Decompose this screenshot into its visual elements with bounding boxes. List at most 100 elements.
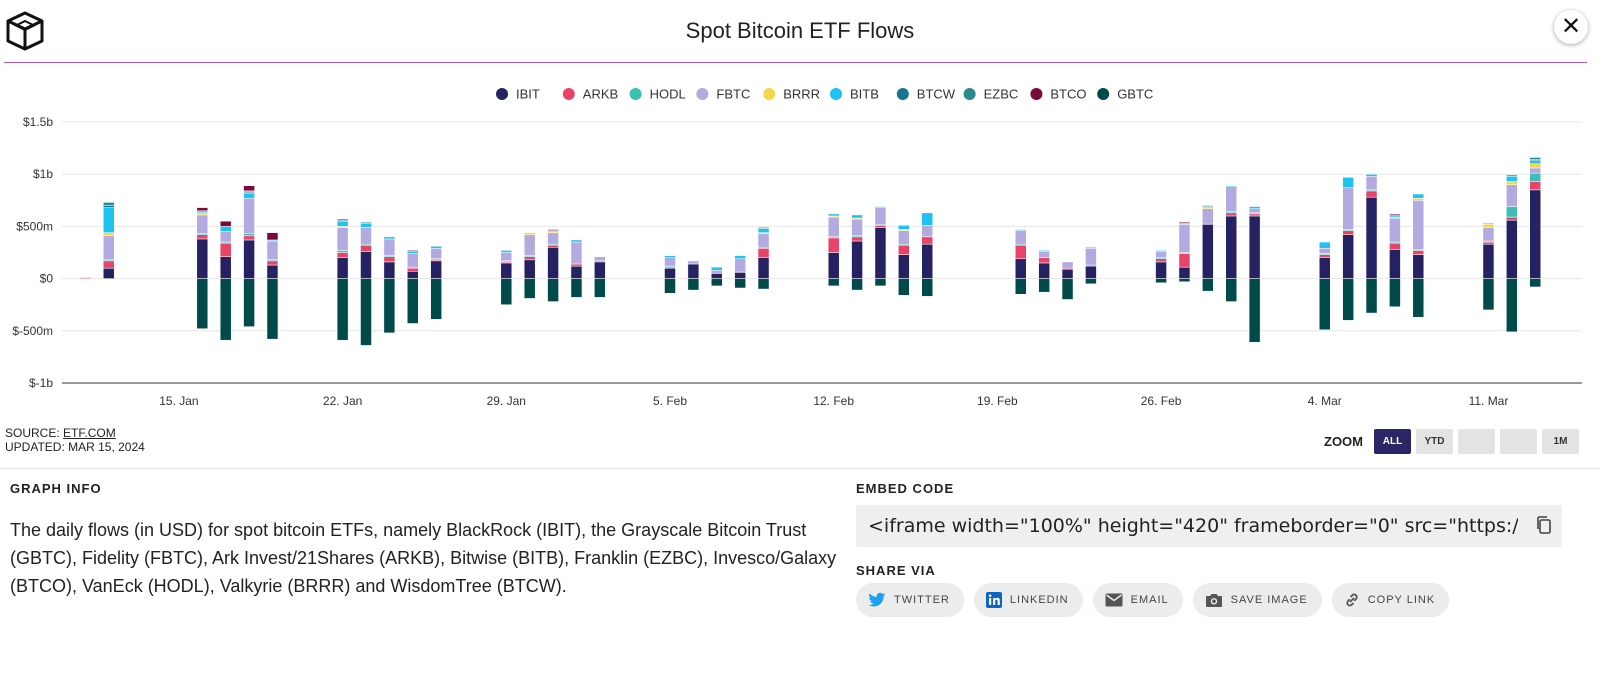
share-copy-link-button[interactable]: COPY LINK	[1331, 583, 1450, 617]
source-info: SOURCE: ETF.COM UPDATED: MAR 15, 2024	[5, 426, 145, 454]
bar-segment-gbtc	[1319, 278, 1331, 331]
bar-segment-bitb	[851, 214, 863, 219]
bar-segment-gbtc	[500, 278, 513, 305]
share-save-image-button[interactable]: SAVE IMAGE	[1192, 583, 1322, 617]
bar-segment-arkb	[336, 252, 349, 258]
bar-segment-gbtc	[921, 278, 933, 297]
bar-segment-ibit	[1319, 257, 1331, 279]
bar-segment-ibit	[1038, 262, 1050, 279]
bar-segment-bitb	[734, 255, 746, 260]
bar-segment-bitb	[711, 266, 723, 271]
section-divider	[0, 468, 1600, 469]
bar-segment-ezbc	[757, 227, 770, 229]
y-tick-label: $-500m	[12, 324, 53, 338]
bar-segment-ibit	[1482, 243, 1495, 279]
bar-segment-bitb	[1038, 250, 1050, 252]
zoom-blank-button-2[interactable]	[1500, 428, 1537, 454]
bar-segment-gbtc	[523, 278, 536, 299]
bar-segment-arkb	[1178, 253, 1191, 268]
bar-segment-ibit	[1085, 265, 1097, 279]
camera-icon	[1205, 594, 1222, 607]
legend-marker-hodl	[629, 88, 642, 100]
bar-segment-arkb	[1038, 257, 1050, 264]
linkedin-icon	[985, 592, 1002, 608]
legend-item-btco: BTCO	[1050, 87, 1086, 102]
bar-segment-arkb	[898, 244, 910, 255]
share-email-button[interactable]: EMAIL	[1092, 583, 1183, 617]
bar-segment-fbtc	[851, 218, 863, 237]
zoom-blank-button-1[interactable]	[1458, 428, 1495, 454]
bar-segment-gbtc	[196, 278, 209, 329]
bar-segment-ibit	[500, 262, 513, 279]
bar-segment-fbtc	[103, 235, 115, 261]
close-button[interactable]: ✕	[1554, 10, 1588, 44]
zoom-ytd-button[interactable]: YTD	[1416, 428, 1453, 454]
bar-segment-bitb	[219, 226, 232, 232]
bar-segment-gbtc	[1248, 278, 1261, 343]
bar-segment-bitb	[921, 212, 933, 226]
bar-segment-bitb	[336, 220, 349, 227]
embed-code-box[interactable]: <iframe width="100%" height="420" frameb…	[856, 505, 1562, 547]
bar-segment-fbtc	[1389, 217, 1401, 243]
bar-segment-fbtc	[594, 256, 606, 262]
bar-segment-ibit	[570, 265, 583, 279]
bar-segment-arkb	[1015, 244, 1027, 260]
bar-segment-brrr	[103, 232, 115, 237]
bar-segment-bitb	[1319, 241, 1331, 249]
share-twitter-button[interactable]: TWITTER	[856, 583, 964, 617]
bar-segment-arkb	[523, 256, 536, 261]
bar-segment-hodl	[336, 250, 349, 253]
bar-segment-ibit	[921, 243, 933, 279]
x-tick-label: 5. Feb	[653, 394, 687, 408]
zoom-all-button[interactable]: ALL	[1374, 428, 1411, 454]
bar-segment-arkb	[1482, 241, 1495, 245]
copy-icon[interactable]	[1534, 515, 1554, 535]
bar-segment-fbtc	[336, 227, 349, 251]
bar-segment-fbtc	[360, 227, 372, 245]
source-link[interactable]: ETF.COM	[63, 426, 116, 440]
page-title: Spot Bitcoin ETF Flows	[685, 18, 915, 43]
bar-segment-btco	[407, 250, 419, 252]
bar-segment-fbtc	[757, 233, 770, 248]
y-tick-label: $1.5b	[23, 115, 53, 129]
bar-segment-ibit	[1202, 224, 1214, 279]
bar-segment-fbtc	[523, 234, 536, 256]
bar-segment-fbtc	[1506, 184, 1518, 207]
twitter-icon	[868, 592, 886, 607]
bar-segment-gbtc	[1061, 278, 1074, 300]
bar-segment-gbtc	[430, 278, 442, 320]
share-save-image-label: SAVE IMAGE	[1230, 594, 1308, 606]
bar-segment-arkb	[921, 236, 933, 245]
bar-segment-btco	[1506, 174, 1518, 177]
bar-segment-bitb	[1248, 206, 1261, 209]
share-linkedin-button[interactable]: LINKEDIN	[973, 583, 1083, 617]
bar-segment-bitb	[430, 245, 442, 249]
bar-segment-fbtc	[921, 225, 933, 238]
share-email-label: EMAIL	[1130, 594, 1169, 606]
legend-item-ezbc: EZBC	[984, 87, 1019, 102]
bar-segment-bitb	[1225, 185, 1237, 187]
graph-info-text: The daily flows (in USD) for spot bitcoi…	[10, 520, 837, 596]
bar-segment-gbtc	[757, 278, 770, 290]
header-divider	[4, 62, 1587, 63]
bar-segment-ibit	[1248, 215, 1261, 279]
bar-segment-arkb	[1248, 213, 1261, 217]
bar-segment-arkb	[1342, 230, 1354, 236]
share-via-heading: SHARE VIA	[856, 563, 936, 578]
bar-segment-fbtc	[734, 258, 746, 272]
close-icon[interactable]: ✕	[1560, 13, 1582, 40]
embed-code-text[interactable]: <iframe width="100%" height="420" frameb…	[868, 515, 1518, 537]
bar-segment-hodl	[243, 233, 255, 237]
bar-segment-ibit	[1389, 249, 1401, 279]
header: Spot Bitcoin ETF Flows ✕	[0, 0, 1600, 64]
zoom-1m-button[interactable]: 1M	[1542, 428, 1579, 454]
graph-info-heading: GRAPH INFO	[10, 481, 102, 496]
embed-code-heading: EMBED CODE	[856, 481, 955, 496]
bar-segment-fbtc	[1482, 227, 1495, 242]
bar-segment-arkb	[360, 244, 372, 252]
bar-segment-ibit	[711, 273, 723, 279]
bar-segment-gbtc	[1225, 278, 1237, 302]
bar-segment-gbtc	[266, 278, 279, 340]
bar-segment-gbtc	[1506, 278, 1518, 333]
bar-segment-ibit	[1061, 268, 1074, 279]
